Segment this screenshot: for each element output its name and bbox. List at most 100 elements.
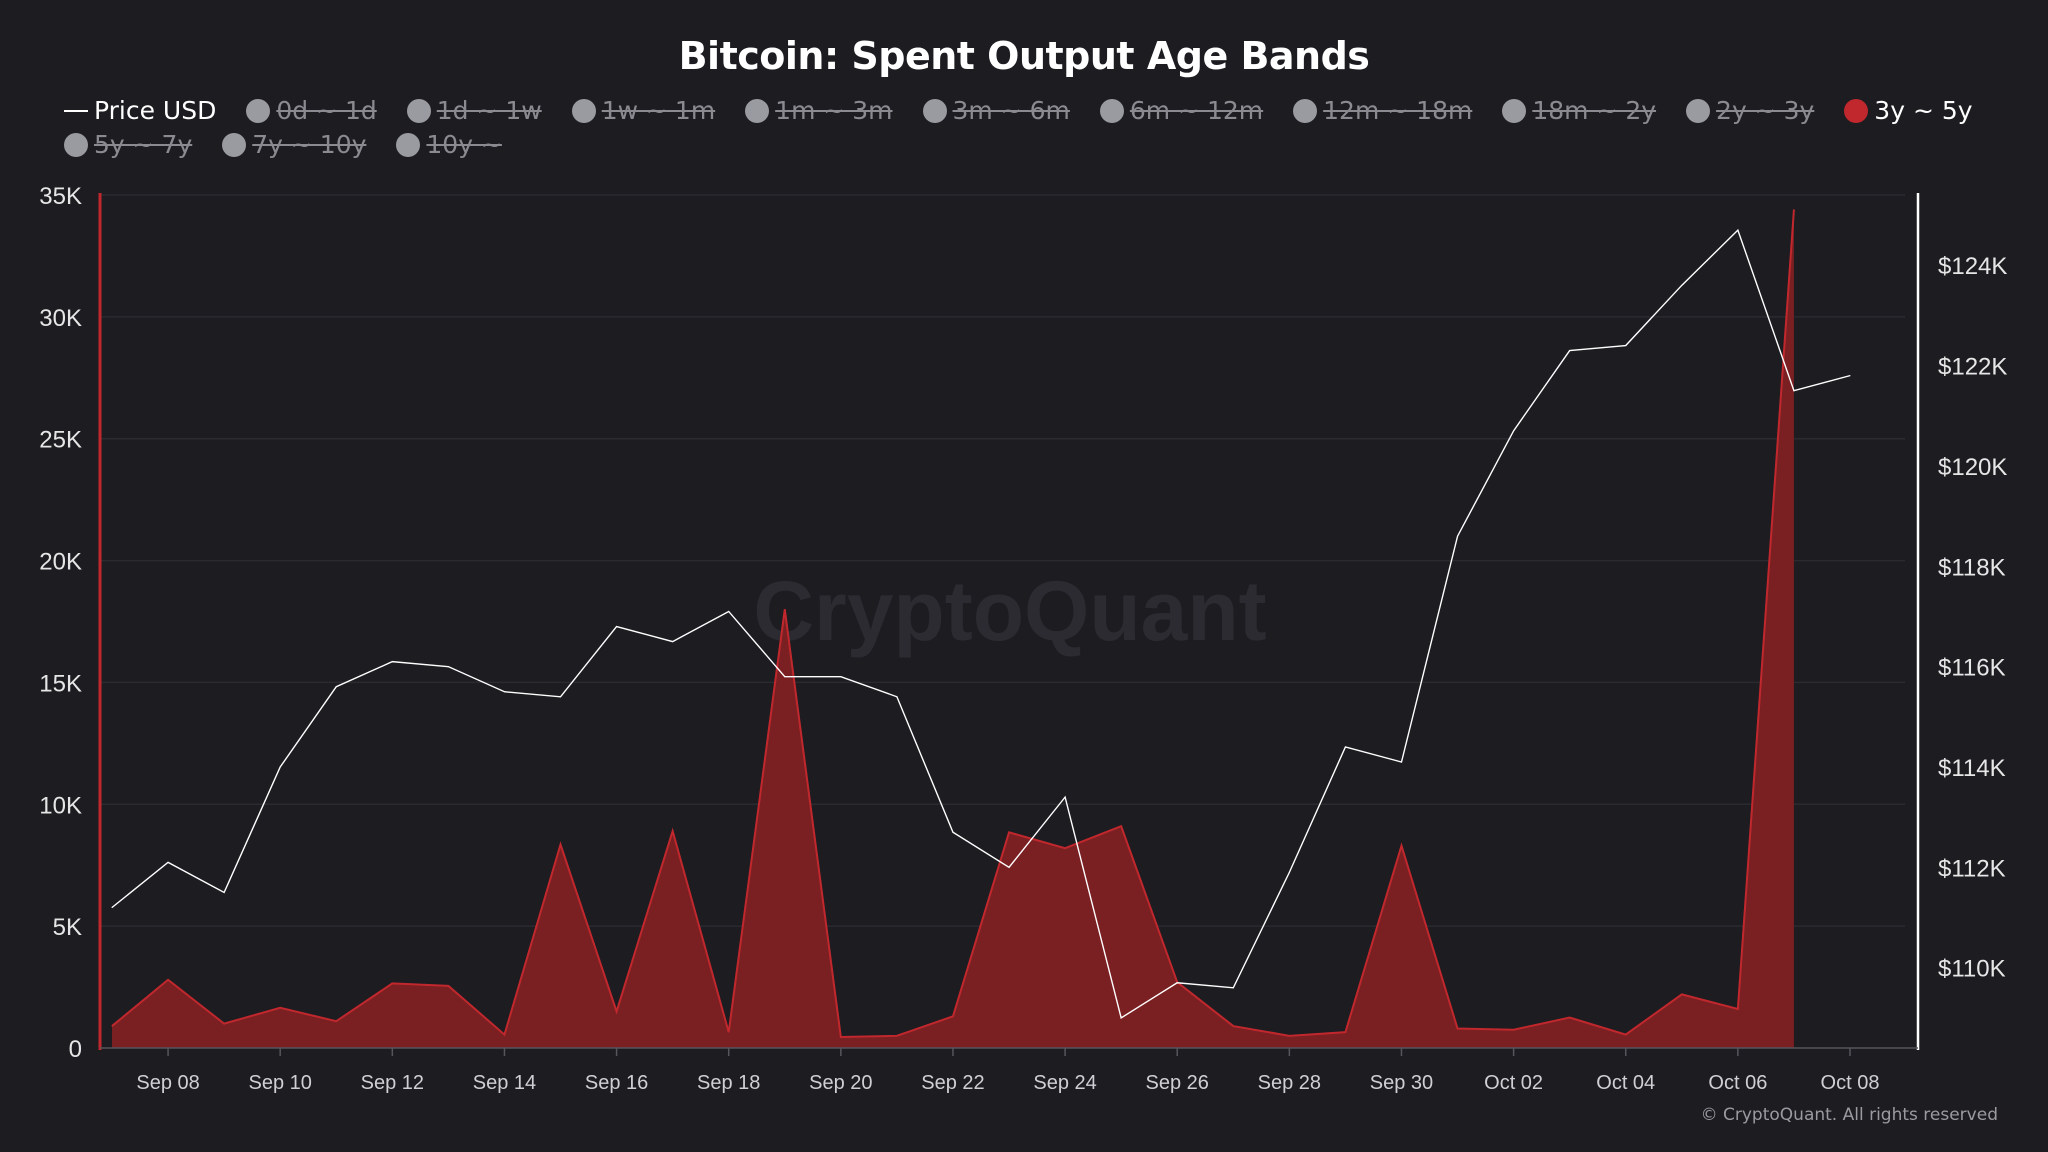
legend-item[interactable]: 18m ~ 2y — [1502, 98, 1656, 124]
price-point — [1681, 284, 1683, 286]
area-point — [1569, 1017, 1571, 1019]
legend-item[interactable]: 10y ~ — [396, 132, 502, 158]
price-point — [111, 907, 113, 909]
area-point — [1008, 831, 1010, 833]
chart-legend: Price USD 0d ~ 1d 1d ~ 1w 1w ~ 1m 1m ~ 3m 3m … — [64, 98, 2004, 158]
area-point — [335, 1020, 337, 1022]
legend-item[interactable]: 1d ~ 1w — [406, 98, 542, 124]
legend-dot-swatch — [64, 133, 88, 157]
price-point — [952, 831, 954, 833]
legend-dot-swatch — [246, 99, 271, 123]
price-point — [1793, 390, 1795, 392]
area-point — [111, 1025, 113, 1027]
legend-dot-swatch — [1844, 99, 1869, 123]
x-tick-label: Sep 22 — [921, 1072, 984, 1094]
legend-dot-swatch — [1099, 99, 1124, 123]
price-point — [840, 676, 842, 678]
area-point — [391, 982, 393, 984]
legend-dot-swatch — [1502, 99, 1527, 123]
copyright-footer: © CryptoQuant. All rights reserved — [1700, 1105, 1998, 1125]
right-tick-label: $118K — [1938, 554, 2006, 581]
area-point — [1064, 847, 1066, 849]
legend-dot-swatch — [406, 99, 431, 123]
area-point — [1793, 209, 1795, 211]
area-point — [728, 1031, 730, 1033]
left-tick-label: 30K — [39, 305, 82, 332]
area-point — [672, 830, 674, 832]
area-point — [1513, 1029, 1515, 1031]
price-point — [1064, 796, 1066, 798]
price-point — [1569, 350, 1571, 352]
legend-line-swatch — [64, 110, 88, 112]
price-point — [1625, 345, 1627, 347]
price-point — [1288, 871, 1290, 873]
legend-label: 2y ~ 3y — [1716, 96, 1815, 125]
price-point — [447, 666, 449, 668]
legend-item[interactable]: 3m ~ 6m — [922, 98, 1070, 124]
area-point — [560, 843, 562, 845]
area-point — [279, 1007, 281, 1009]
price-point — [1737, 229, 1739, 231]
area-point — [1681, 993, 1683, 995]
legend-item[interactable]: 2y ~ 3y — [1686, 98, 1814, 124]
legend-label: 1m ~ 3m — [775, 96, 893, 125]
area-point — [1288, 1035, 1290, 1037]
x-tick-label: Sep 12 — [361, 1072, 424, 1094]
price-point — [391, 661, 393, 663]
price-point — [1344, 746, 1346, 748]
x-tick-label: Oct 06 — [1708, 1072, 1767, 1094]
price-point — [167, 861, 169, 863]
price-point — [279, 766, 281, 768]
price-point — [1513, 430, 1515, 432]
legend-item[interactable]: 5y ~ 7y — [64, 132, 192, 158]
area-point — [1344, 1031, 1346, 1033]
price-point — [728, 610, 730, 612]
legend-item[interactable]: Price USD — [64, 98, 216, 124]
legend-item[interactable]: 7y ~ 10y — [222, 132, 366, 158]
legend-label: 12m ~ 18m — [1323, 96, 1473, 125]
left-tick-label: 35K — [39, 183, 82, 210]
area-point — [616, 1010, 618, 1012]
legend-dot-swatch — [1686, 99, 1711, 123]
x-tick-label: Sep 28 — [1258, 1072, 1321, 1094]
x-tick-label: Sep 18 — [697, 1072, 760, 1094]
area-point — [1625, 1034, 1627, 1036]
area-point — [1120, 825, 1122, 827]
price-point — [223, 891, 225, 893]
x-tick-label: Sep 10 — [248, 1072, 311, 1094]
area-point — [784, 608, 786, 610]
legend-dot-swatch — [222, 133, 247, 157]
x-tick-label: Sep 24 — [1033, 1072, 1096, 1094]
price-point — [1008, 866, 1010, 868]
legend-item[interactable]: 6m ~ 12m — [1099, 96, 1264, 125]
right-tick-label: $124K — [1938, 253, 2007, 280]
legend-label: 18m ~ 2y — [1532, 96, 1657, 125]
legend-label: 3y ~ 5y — [1874, 96, 1973, 125]
x-tick-label: Sep 26 — [1146, 1072, 1209, 1094]
area-point — [952, 1015, 954, 1017]
legend-item[interactable]: 3y ~ 5y — [1844, 96, 1973, 125]
area-point — [1737, 1008, 1739, 1010]
area-point — [840, 1036, 842, 1038]
chart-title: Bitcoin: Spent Output Age Bands — [678, 34, 1370, 78]
legend-item[interactable]: 12m ~ 18m — [1293, 98, 1472, 124]
price-point — [335, 686, 337, 688]
price-point — [784, 676, 786, 678]
legend-label: Price USD — [94, 96, 217, 125]
area-point — [896, 1035, 898, 1037]
price-point — [1176, 982, 1178, 984]
right-tick-label: $114K — [1938, 755, 2006, 782]
legend-dot-swatch — [396, 133, 421, 157]
legend-label: 7y ~ 10y — [252, 130, 367, 159]
legend-dot-swatch — [571, 99, 596, 123]
legend-label: 6m ~ 12m — [1129, 96, 1264, 125]
legend-item[interactable]: 1m ~ 3m — [745, 96, 893, 125]
price-point — [672, 641, 674, 643]
legend-item[interactable]: 1w ~ 1m — [571, 98, 715, 124]
x-tick-label: Sep 16 — [585, 1072, 648, 1094]
area-point — [1232, 1025, 1234, 1027]
area-point — [1457, 1028, 1459, 1030]
price-point — [1120, 1017, 1122, 1019]
legend-item[interactable]: 0d ~ 1d — [246, 98, 377, 124]
